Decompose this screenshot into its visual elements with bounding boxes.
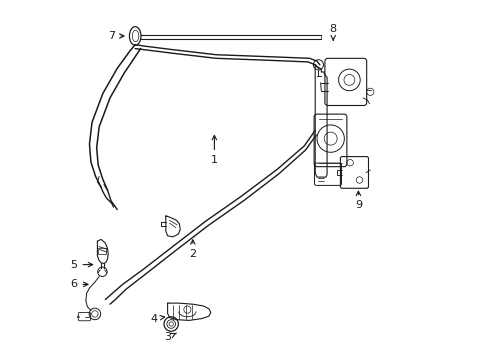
Text: 6: 6 — [71, 279, 88, 289]
Text: 4: 4 — [151, 314, 165, 324]
Text: 8: 8 — [330, 24, 337, 40]
Bar — [98, 248, 106, 254]
Text: 9: 9 — [355, 191, 362, 210]
Text: 1: 1 — [211, 135, 218, 165]
Text: 3: 3 — [164, 332, 176, 342]
Text: 5: 5 — [71, 260, 93, 270]
Text: 2: 2 — [189, 240, 196, 259]
Text: 7: 7 — [108, 31, 124, 41]
